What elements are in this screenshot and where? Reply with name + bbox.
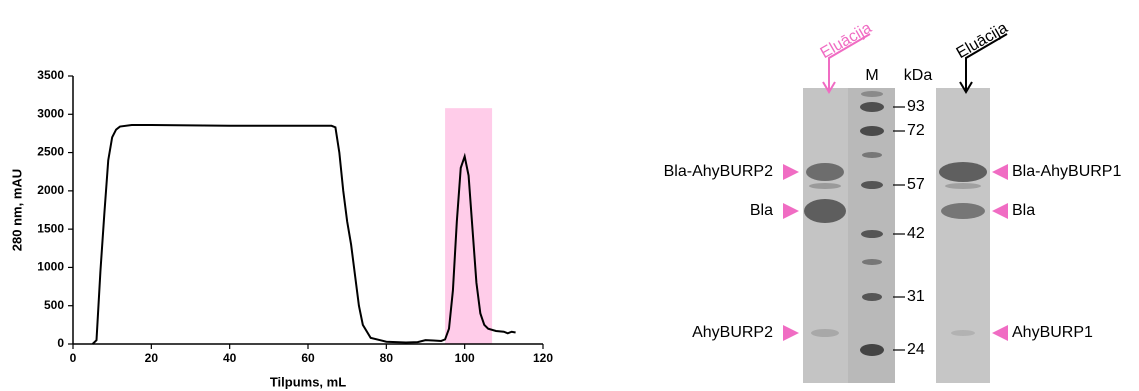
- marker-size: 72: [907, 122, 925, 139]
- band-pointer: [783, 325, 799, 341]
- marker-size: 24: [907, 341, 925, 358]
- marker-size: 57: [907, 176, 925, 193]
- x-tick-label: 20: [145, 351, 159, 365]
- band-label: AhyBURP1: [1012, 324, 1093, 341]
- shaded-region: [445, 108, 492, 344]
- gel-right-panel: [936, 88, 990, 383]
- band-pointer: [783, 164, 799, 180]
- marker-size: 42: [907, 225, 925, 242]
- band-pointer: [992, 325, 1008, 341]
- band-label: Bla-AhyBURP1: [1012, 163, 1121, 180]
- band-pointer: [783, 203, 799, 219]
- y-tick-label: 2500: [37, 145, 64, 159]
- y-tick-label: 500: [44, 298, 64, 312]
- elution-label: Eluācija: [954, 19, 1011, 62]
- x-tick-label: 100: [455, 351, 475, 365]
- band-pointer: [992, 203, 1008, 219]
- gel-sample-lane: [803, 88, 848, 383]
- band-label: Bla-AhyBURP2: [664, 163, 773, 180]
- band-pointer: [992, 164, 1008, 180]
- marker-size: 93: [907, 98, 925, 115]
- x-axis-label: Tilpums, mL: [270, 374, 346, 389]
- marker-size: 31: [907, 288, 925, 305]
- x-tick-label: 120: [533, 351, 553, 365]
- y-tick-label: 1000: [37, 260, 64, 274]
- y-tick-label: 0: [57, 336, 64, 350]
- elution-label: Eluācija: [818, 19, 875, 62]
- x-tick-label: 60: [301, 351, 315, 365]
- band-label: AhyBURP2: [692, 324, 773, 341]
- x-tick-label: 40: [223, 351, 237, 365]
- band-label: Bla: [1012, 202, 1035, 219]
- band-label: Bla: [750, 202, 773, 219]
- figure: Tilpums, mL 280 nm, mAU M kDa Eluācija E…: [0, 0, 1139, 391]
- unit-label: kDa: [904, 67, 933, 84]
- y-axis-label: 280 nm, mAU: [9, 169, 24, 251]
- y-tick-label: 2000: [37, 183, 64, 197]
- y-tick-label: 1500: [37, 221, 64, 235]
- x-tick-label: 0: [70, 351, 77, 365]
- y-tick-label: 3500: [37, 68, 64, 82]
- x-tick-label: 80: [380, 351, 394, 365]
- y-tick-label: 3000: [37, 106, 64, 120]
- marker-lane-label: M: [865, 67, 878, 84]
